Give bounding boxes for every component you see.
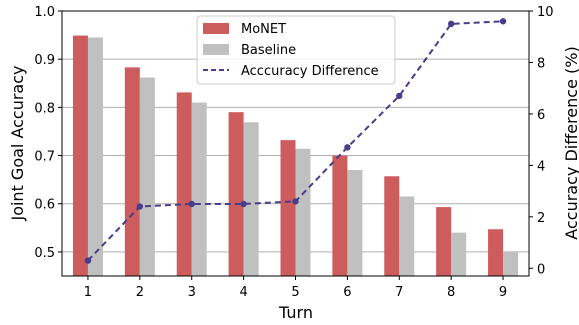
y2-tick-label: 6: [537, 108, 545, 123]
legend-swatch-baseline: [203, 44, 229, 55]
y-axis-label: Joint Goal Accuracy: [8, 65, 27, 221]
bar-monet: [488, 229, 504, 276]
bar-baseline: [503, 251, 519, 276]
x-tick-label: 5: [291, 285, 299, 300]
difference-point: [136, 203, 144, 210]
difference-point: [396, 92, 403, 100]
legend-label-difference: Acccuracy Difference: [241, 64, 379, 79]
y-tick-label: 0.5: [34, 246, 55, 261]
y-tick-label: 0.9: [34, 53, 55, 68]
bar-monet: [332, 155, 348, 276]
bar-baseline: [451, 232, 467, 276]
bar-monet: [124, 67, 140, 276]
legend: MoNET Baseline Acccuracy Difference: [196, 15, 396, 85]
bar-monet: [228, 112, 244, 276]
bar-baseline: [243, 122, 259, 276]
difference-point: [344, 144, 351, 151]
bar-monet: [436, 207, 452, 276]
y-tick-label: 0.6: [34, 198, 55, 213]
bar-baseline: [139, 77, 155, 276]
difference-point: [240, 200, 247, 208]
y-axis-left: 0.5 0.6 0.7 0.8 0.9 1.0: [34, 5, 62, 261]
x-tick-label: 7: [395, 285, 403, 300]
x-tick-label: 8: [447, 285, 455, 300]
legend-label-monet: MoNET: [241, 22, 286, 37]
x-tick-label: 2: [136, 285, 144, 300]
difference-point: [84, 257, 92, 264]
difference-line: [84, 18, 507, 264]
y2-axis-label: Accuracy Difference (%): [562, 46, 579, 239]
bar-monet: [72, 35, 88, 277]
bars: [72, 35, 519, 277]
x-tick-label: 3: [188, 285, 196, 300]
x-tick-label: 1: [84, 285, 92, 300]
bar-baseline: [399, 196, 415, 276]
bar-monet: [280, 140, 296, 276]
bar-monet: [176, 92, 192, 276]
legend-box: [196, 15, 396, 85]
y2-tick-label: 8: [537, 56, 545, 71]
y2-tick-label: 4: [537, 159, 545, 174]
bar-monet: [384, 176, 400, 276]
x-tick-label: 9: [499, 285, 507, 300]
difference-point: [188, 200, 195, 208]
bar-baseline: [87, 37, 103, 276]
bar-baseline: [347, 170, 363, 276]
y-tick-label: 0.7: [34, 150, 55, 165]
y2-tick-label: 2: [537, 211, 545, 226]
legend-label-baseline: Baseline: [241, 43, 296, 58]
y2-tick-label: 0: [537, 262, 545, 277]
y-tick-label: 1.0: [34, 5, 55, 20]
x-tick-label: 6: [343, 285, 351, 300]
y-tick-label: 0.8: [34, 101, 55, 116]
bar-baseline: [295, 148, 311, 276]
x-axis-label: Turn: [278, 303, 313, 322]
difference-point: [292, 198, 299, 205]
x-axis: 1 2 3 4 5 6 7 8 9: [84, 276, 507, 300]
bar-baseline: [191, 102, 207, 276]
difference-point: [447, 20, 455, 28]
legend-swatch-monet: [203, 23, 229, 34]
y-axis-right: 0 2 4 6 8 10: [529, 5, 554, 277]
x-tick-label: 4: [239, 285, 247, 300]
difference-point: [499, 18, 507, 25]
y2-tick-label: 10: [537, 5, 554, 20]
